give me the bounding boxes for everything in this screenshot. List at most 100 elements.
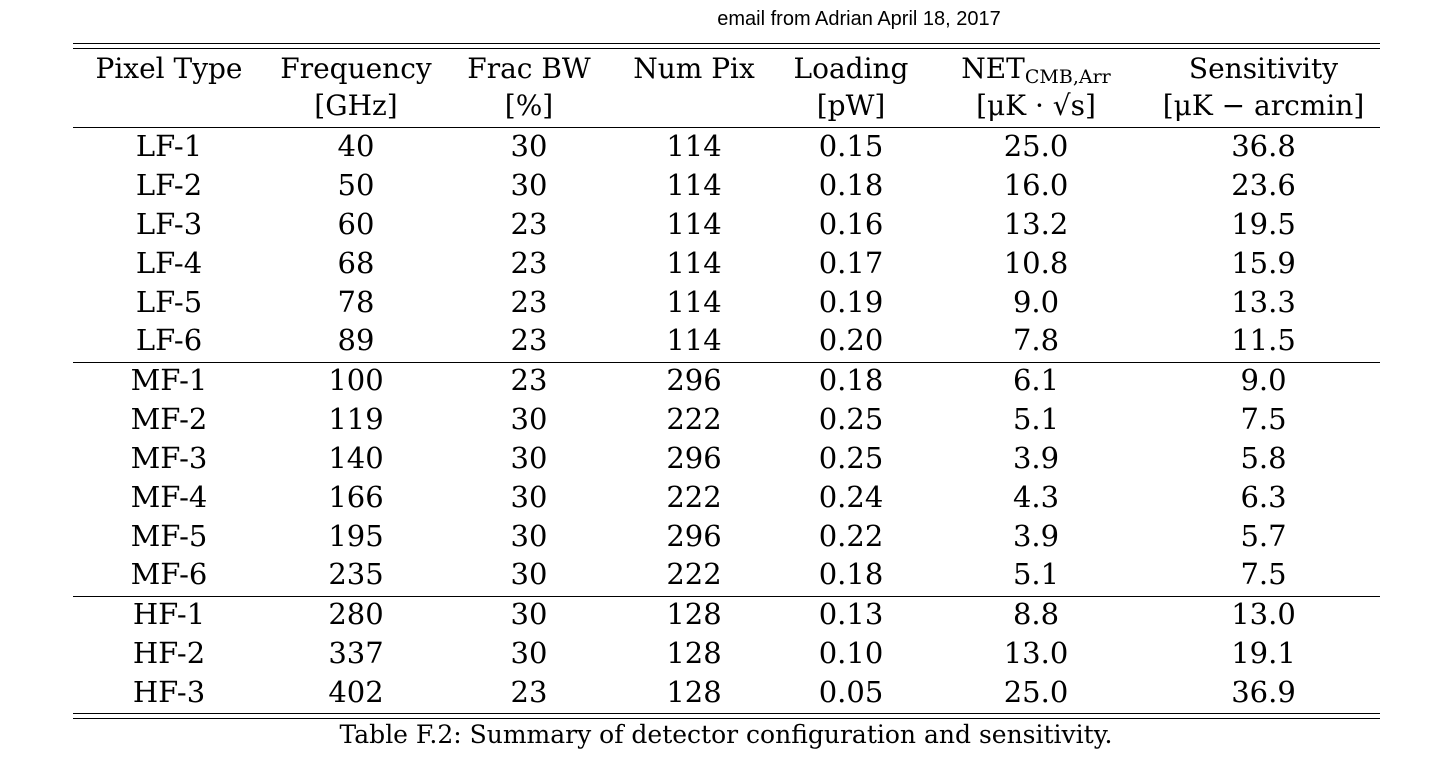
email-note: email from Adrian April 18, 2017 — [0, 8, 1438, 31]
cell-frac-bw: 23 — [510, 323, 548, 357]
cell-frequency: 89 — [337, 323, 375, 357]
cell-net: 16.0 — [1003, 168, 1069, 202]
cell-net: 25.0 — [1003, 675, 1069, 709]
header-net-subscript: CMB,Arr — [1024, 66, 1111, 88]
header-loading-unit: [pW] — [816, 89, 886, 122]
cell-frequency: 68 — [337, 246, 375, 280]
cell-frac-bw: 30 — [510, 168, 548, 202]
cell-frac-bw: 30 — [510, 597, 548, 631]
cell-frequency: 337 — [328, 636, 384, 670]
header-net: NETCMB,Arr — [925, 50, 1147, 96]
cell-net: 3.9 — [1012, 441, 1060, 475]
header-frequency: Frequency — [280, 52, 432, 85]
cell-frequency: 235 — [328, 557, 384, 591]
group-rule-lf-mf — [73, 362, 1380, 363]
table-caption: Table F.2: Summary of detector configura… — [339, 720, 1113, 749]
cell-frequency: 166 — [328, 480, 384, 514]
cell-net: 8.8 — [1012, 597, 1060, 631]
cell-num-pix: 128 — [666, 636, 722, 670]
cell-frequency: 140 — [328, 441, 384, 475]
cell-sensitivity: 9.0 — [1240, 363, 1287, 397]
cell-loading: 0.15 — [818, 129, 884, 163]
cell-sensitivity: 7.5 — [1240, 402, 1287, 436]
header-loading: Loading — [793, 52, 909, 85]
cell-loading: 0.24 — [818, 480, 884, 514]
cell-num-pix: 128 — [666, 675, 722, 709]
header-sensitivity-unit: [μK − arcmin] — [1162, 89, 1365, 122]
header-frequency-unit: [GHz] — [314, 89, 398, 122]
cell-loading: 0.25 — [818, 441, 884, 475]
cell-num-pix: 222 — [666, 402, 722, 436]
cell-pixel-type: MF-2 — [130, 402, 208, 436]
group-rule-mf-hf — [73, 596, 1380, 597]
cell-pixel-type: LF-5 — [135, 285, 203, 319]
cell-frequency: 60 — [337, 207, 375, 241]
cell-frequency: 280 — [328, 597, 384, 631]
header-pixel-type: Pixel Type — [95, 52, 243, 85]
cell-loading: 0.19 — [818, 285, 884, 319]
cell-loading: 0.25 — [818, 402, 884, 436]
cell-num-pix: 128 — [666, 597, 722, 631]
cell-net: 5.1 — [1012, 557, 1060, 591]
cell-num-pix: 114 — [666, 246, 722, 280]
header-num-pix: Num Pix — [633, 52, 755, 85]
cell-num-pix: 296 — [666, 441, 722, 475]
cell-net: 25.0 — [1003, 129, 1069, 163]
cell-sensitivity: 11.5 — [1231, 323, 1296, 357]
cell-num-pix: 296 — [666, 363, 722, 397]
cell-frac-bw: 30 — [510, 129, 548, 163]
header-net-unit: [μK · √s] — [976, 89, 1096, 122]
top-rule-inner — [73, 48, 1380, 49]
bottom-rule-outer — [73, 718, 1380, 719]
cell-net: 10.8 — [1003, 246, 1069, 280]
cell-pixel-type: LF-1 — [135, 129, 203, 163]
cell-net: 4.3 — [1012, 480, 1060, 514]
cell-frequency: 78 — [337, 285, 375, 319]
cell-loading: 0.20 — [818, 323, 884, 357]
cell-num-pix: 114 — [666, 207, 722, 241]
cell-net: 9.0 — [1012, 285, 1060, 319]
cell-frac-bw: 23 — [510, 207, 548, 241]
cell-frac-bw: 23 — [510, 285, 548, 319]
cell-net: 13.2 — [1003, 207, 1069, 241]
cell-loading: 0.18 — [818, 557, 884, 591]
cell-net: 6.1 — [1012, 363, 1060, 397]
email-note-text: email from Adrian April 18, 2017 — [717, 8, 1001, 30]
cell-frac-bw: 30 — [510, 557, 548, 591]
cell-pixel-type: MF-3 — [130, 441, 208, 475]
header-frac-bw: Frac BW — [467, 52, 591, 85]
header-frac-bw-unit: [%] — [504, 89, 554, 122]
cell-pixel-type: HF-3 — [132, 675, 206, 709]
cell-loading: 0.17 — [818, 246, 884, 280]
cell-num-pix: 222 — [666, 557, 722, 591]
cell-num-pix: 296 — [666, 519, 722, 553]
cell-pixel-type: MF-5 — [130, 519, 208, 553]
cell-sensitivity: 6.3 — [1240, 480, 1287, 514]
cell-loading: 0.13 — [818, 597, 884, 631]
cell-loading: 0.10 — [818, 636, 884, 670]
cell-sensitivity: 36.9 — [1231, 675, 1296, 709]
cell-pixel-type: LF-4 — [135, 246, 203, 280]
cell-pixel-type: HF-1 — [132, 597, 206, 631]
cell-pixel-type: HF-2 — [132, 636, 206, 670]
header-rule — [73, 127, 1380, 128]
cell-pixel-type: MF-6 — [130, 557, 208, 591]
cell-loading: 0.22 — [818, 519, 884, 553]
cell-frac-bw: 30 — [510, 636, 548, 670]
cell-pixel-type: MF-4 — [130, 480, 208, 514]
cell-pixel-type: LF-3 — [135, 207, 203, 241]
cell-sensitivity: 7.5 — [1240, 557, 1287, 591]
cell-frequency: 40 — [337, 129, 375, 163]
cell-frequency: 119 — [328, 402, 384, 436]
cell-loading: 0.16 — [818, 207, 884, 241]
cell-frequency: 195 — [328, 519, 384, 553]
cell-frac-bw: 23 — [510, 675, 548, 709]
cell-pixel-type: LF-6 — [135, 323, 203, 357]
cell-sensitivity: 13.3 — [1231, 285, 1296, 319]
cell-frac-bw: 30 — [510, 441, 548, 475]
cell-num-pix: 222 — [666, 480, 722, 514]
bottom-rule-inner — [73, 713, 1380, 714]
cell-frac-bw: 30 — [510, 402, 548, 436]
cell-loading: 0.18 — [818, 363, 884, 397]
cell-frac-bw: 30 — [510, 519, 548, 553]
